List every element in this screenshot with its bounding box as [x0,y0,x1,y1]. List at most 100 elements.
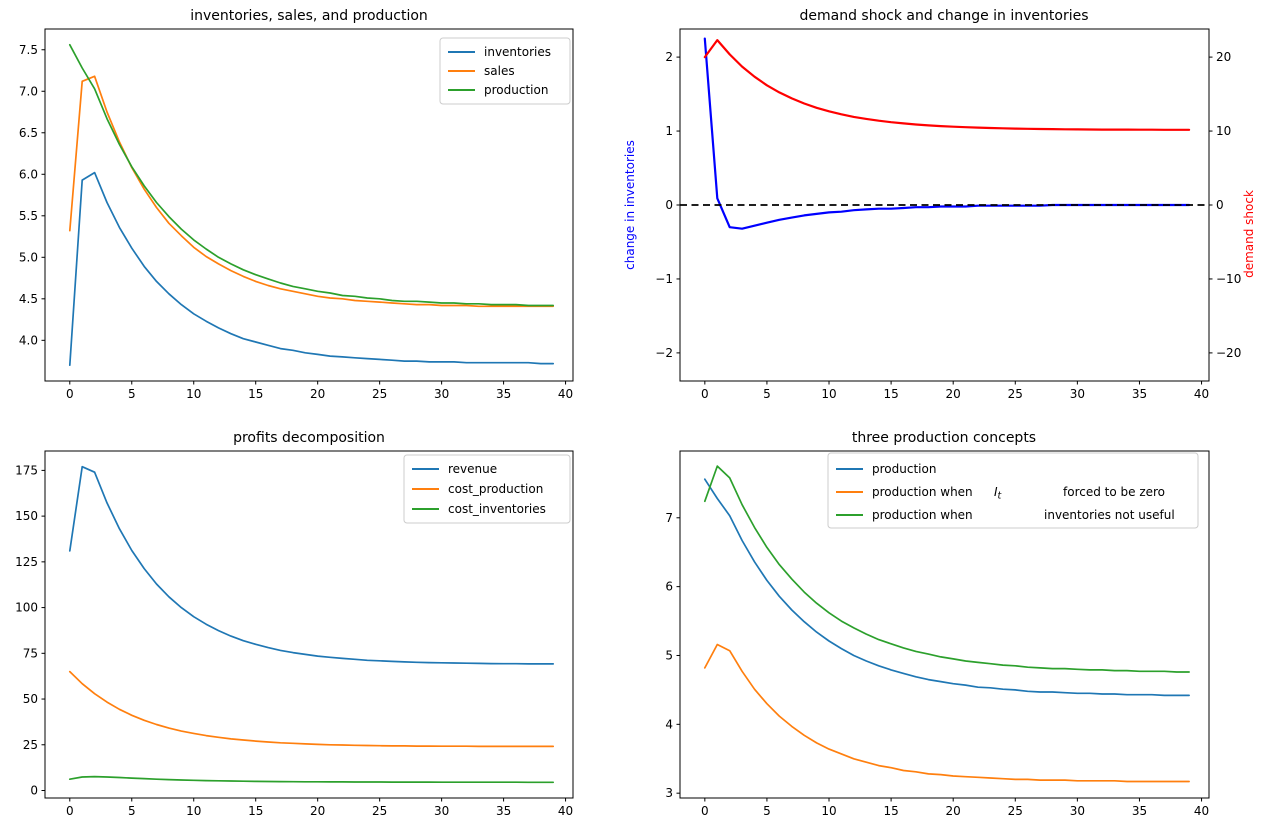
axes-frame [44,28,574,382]
legend-item-label: cost_production [448,482,543,496]
y-tick-label: 5 [665,648,673,662]
x-tick-label: 25 [1008,804,1023,818]
chart-title-top-left: inventories, sales, and production [190,8,428,24]
y-right-tick-label: −10 [1216,272,1241,286]
legend-item-label: production [872,462,936,476]
legend-item-label: production when [872,485,973,499]
series-line-sales [68,75,555,308]
x-tick-label: 35 [496,387,511,401]
series-line-revenue [68,465,555,665]
x-tick-label: 5 [128,804,136,818]
series-line-inventories [68,171,555,367]
legend-math-label: It [994,485,1003,502]
y-axis-label-demand-shock: demand shock [1242,190,1256,278]
x-tick-label: 5 [763,387,771,401]
x-tick-label: 15 [883,387,898,401]
x-tick-label: 15 [248,387,263,401]
chart-title-bottom-left: profits decomposition [233,430,385,446]
series-line-production [68,43,555,307]
y-tick-label: 6.0 [19,167,38,181]
y-right-tick-label: 10 [1216,124,1231,138]
series-line-demand-shock [703,38,1191,131]
y-tick-label: −2 [655,346,673,360]
y-tick-label: 150 [15,509,38,523]
y-tick-label: 1 [665,124,673,138]
legend-item-label: production [484,83,548,97]
y-tick-label: 4 [665,717,673,731]
series-line-cost-inventories [68,775,555,784]
y-right-tick-label: −20 [1216,346,1241,360]
legend-item-label-right: forced to be zero [1063,485,1165,499]
legend-item-label-right: inventories not useful [1044,508,1175,522]
y-tick-label: 0 [665,198,673,212]
x-tick-label: 35 [496,804,511,818]
plot-area-bottom-right: 0 5 10 15 20 25 30 35 40 3 4 5 6 7 production productio… [665,450,1210,818]
legend-item-label: revenue [448,462,497,476]
x-tick-label: 10 [186,804,201,818]
chart-title-bottom-right: three production concepts [852,430,1036,446]
x-tick-label: 30 [1070,804,1085,818]
y-tick-label: 25 [23,738,38,752]
legend-box [403,454,571,524]
series-line-cost-production [68,670,555,748]
series-line-production [703,478,1190,697]
x-tick-label: 15 [248,804,263,818]
x-tick-label: 0 [701,804,709,818]
x-tick-label: 0 [66,804,74,818]
y-tick-label: 100 [15,601,38,615]
axes-frame [679,450,1210,799]
x-tick-label: 20 [946,804,961,818]
legend-box [439,37,571,105]
x-tick-label: 5 [128,387,136,401]
plot-area-top-left: 0 5 10 15 20 25 30 35 40 4.0 4.5 5.0 5.5 6.0 6.5 7.0 7.5… [19,28,574,401]
legend-item-label: inventories [484,45,551,59]
series-line-change-in-inventories [703,37,1191,230]
x-tick-label: 30 [434,387,449,401]
panel-three-production-concepts: three production concepts 0 5 10 15 20 25 30 35… [665,430,1210,818]
y-tick-label: 2 [665,50,673,64]
x-tick-label: 25 [1008,387,1023,401]
y-tick-label: 0 [30,784,38,798]
axes-frame [44,450,574,799]
panel-demand-shock-change-inventories: demand shock and change in inventories c… [623,8,1256,401]
y-tick-label: 5.0 [19,250,38,264]
x-tick-label: 0 [701,387,709,401]
y-right-tick-label: 0 [1216,198,1224,212]
series-line-production-when-inventories-not-useful [703,465,1190,673]
legend-item-label: sales [484,64,515,78]
y-tick-label: 50 [23,692,38,706]
panel-profits-decomposition: profits decomposition 0 5 10 15 20 25 30 35 40 0 2… [15,430,574,818]
x-tick-label: 40 [558,804,573,818]
x-tick-label: 20 [310,387,325,401]
y-tick-label: 7 [665,511,673,525]
x-tick-label: 5 [763,804,771,818]
x-tick-label: 40 [1194,804,1209,818]
x-tick-label: 30 [434,804,449,818]
x-tick-label: 10 [186,387,201,401]
x-tick-label: 35 [1132,804,1147,818]
chart-title-top-right: demand shock and change in inventories [799,8,1088,24]
y-tick-label: 7.0 [19,84,38,98]
plot-area-bottom-left: 0 5 10 15 20 25 30 35 40 0 25 50 75 100 125 150 175 reven… [15,450,574,818]
y-tick-label: 4.0 [19,333,38,347]
legend-item-label: production when [872,508,973,522]
x-tick-label: 20 [946,387,961,401]
x-tick-label: 20 [310,804,325,818]
x-tick-label: 35 [1132,387,1147,401]
y-tick-label: 4.5 [19,292,38,306]
x-tick-label: 10 [821,387,836,401]
series-line-production-when-it-forced-to-be-zero [703,643,1190,783]
y-axis-label-change-in-inventories: change in inventories [623,140,637,270]
x-tick-label: 25 [372,387,387,401]
x-tick-label: 40 [1194,387,1209,401]
legend-item-label: cost_inventories [448,502,546,516]
y-right-tick-label: 20 [1216,50,1231,64]
y-tick-label: 125 [15,555,38,569]
y-tick-label: −1 [655,272,673,286]
x-tick-label: 25 [372,804,387,818]
x-tick-label: 30 [1070,387,1085,401]
y-tick-label: 5.5 [19,209,38,223]
